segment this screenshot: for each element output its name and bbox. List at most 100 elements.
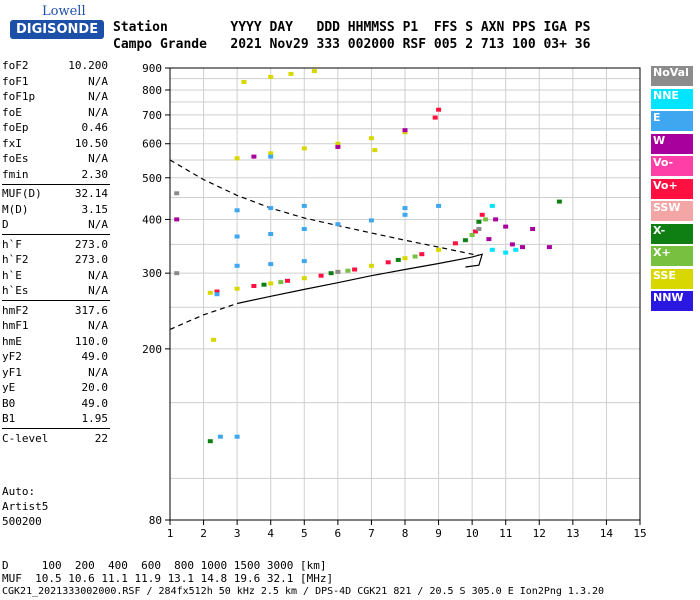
echo-point <box>234 263 240 268</box>
x-tick-label: 13 <box>566 527 579 540</box>
param-value: 273.0 <box>74 237 108 251</box>
param-name: hmE <box>2 334 22 348</box>
autoscaling-info: Auto: Artist5 500200 <box>2 484 48 529</box>
param-row: fmin 2.30 <box>2 167 110 183</box>
header-row-values: Campo Grande 2021 Nov29 333 002000 RSF 0… <box>113 37 591 52</box>
param-value: 49.0 <box>81 350 109 363</box>
dashed-lower-curve <box>169 302 238 330</box>
echo-point <box>395 257 401 262</box>
x-tick-label: 11 <box>499 527 512 540</box>
param-row: hmF1 N/A <box>2 318 110 334</box>
param-value: N/A <box>88 365 108 379</box>
y-tick-label: 200 <box>142 343 162 356</box>
echo-point <box>486 237 492 242</box>
param-separator <box>2 234 110 235</box>
echo-point <box>479 212 485 217</box>
plot-axes: 1 2 3 4 5 6 7 8 9 10 11 12 13 14 158020030040050060070… <box>142 62 647 540</box>
echo-point <box>476 227 482 231</box>
param-row: foF2 10.200 <box>2 58 110 74</box>
y-tick-label: 300 <box>142 267 162 280</box>
legend-item: SSW <box>651 201 693 221</box>
x-tick-label: 6 <box>335 527 342 540</box>
param-row: foE N/A <box>2 105 110 121</box>
param-name: hmF1 <box>2 319 29 332</box>
artist-version: Artist5 <box>2 500 49 513</box>
echo-point <box>335 141 341 146</box>
param-name: foE <box>2 105 22 119</box>
x-tick-label: 2 <box>200 527 207 540</box>
param-value: 10.200 <box>68 59 108 72</box>
echo-point <box>473 229 478 234</box>
param-name: yF1 <box>2 365 22 379</box>
param-value: N/A <box>88 74 108 88</box>
param-name: fmin <box>2 167 29 181</box>
artist-code: 500200 <box>2 515 42 528</box>
legend-item: NNE <box>651 88 693 109</box>
param-name: foF1p <box>2 90 36 103</box>
echo-point <box>483 217 489 222</box>
echo-point <box>469 233 475 237</box>
param-separator <box>2 428 110 429</box>
legend-item: X- <box>651 223 693 244</box>
param-value: 49.0 <box>81 396 109 410</box>
echo-point <box>268 151 274 156</box>
echo-point <box>301 146 307 151</box>
param-row: yE 20.0 <box>2 380 110 396</box>
legend-item: NoVal <box>651 66 693 86</box>
echo-point <box>328 271 334 276</box>
echo-point <box>503 224 509 229</box>
echo-point <box>432 115 438 120</box>
param-value: N/A <box>88 90 108 103</box>
echo-point <box>234 156 240 161</box>
param-name: h`F <box>2 237 22 251</box>
echo-point <box>301 227 307 231</box>
echo-point <box>288 71 294 76</box>
param-separator <box>2 183 110 185</box>
param-row: hmF2 317.6 <box>2 303 110 319</box>
param-value: 273.0 <box>74 253 108 266</box>
param-row: M(D) 3.15 <box>2 202 110 218</box>
echo-point <box>530 227 536 231</box>
param-value: 22 <box>94 431 108 445</box>
echo-point <box>372 148 378 153</box>
echo-point <box>412 254 418 259</box>
echo-point <box>368 218 374 223</box>
echo-point <box>214 289 220 294</box>
echo-point <box>402 256 408 261</box>
y-tick-label: 700 <box>142 109 162 122</box>
param-name: M(D) <box>2 202 29 216</box>
echo-point <box>261 282 267 287</box>
echo-point <box>241 80 247 84</box>
echo-point <box>301 276 307 281</box>
legend-item: NNW <box>651 291 693 311</box>
param-row: yF1 N/A <box>2 365 110 381</box>
echo-point <box>234 234 240 239</box>
param-name: MUF(D) <box>2 187 42 200</box>
echo-point <box>436 203 442 208</box>
echo-point <box>335 269 341 274</box>
y-tick-label: 600 <box>142 138 162 151</box>
param-name: B0 <box>2 396 16 410</box>
y-tick-label: 800 <box>142 84 162 97</box>
x-tick-label: 9 <box>435 527 442 540</box>
echo-point <box>268 206 274 211</box>
param-value: N/A <box>88 218 108 231</box>
param-value: 2.30 <box>81 167 109 181</box>
echo-point <box>211 337 217 342</box>
param-name: h`F2 <box>2 253 29 266</box>
param-value: N/A <box>88 105 108 119</box>
param-row: foEs N/A <box>2 151 110 167</box>
echo-point <box>436 247 442 252</box>
param-row: yF2 49.0 <box>2 349 110 365</box>
echo-point <box>509 242 515 247</box>
x-tick-label: 15 <box>633 527 646 540</box>
param-name: foF1 <box>2 74 29 88</box>
echo-point <box>207 290 213 295</box>
echo-point <box>217 434 223 439</box>
param-row: foEp 0.46 <box>2 120 110 136</box>
param-name: h`E <box>2 268 22 282</box>
echo-point <box>402 128 408 133</box>
logo-line-1: Lowell <box>42 4 86 19</box>
echo-point <box>462 238 468 243</box>
